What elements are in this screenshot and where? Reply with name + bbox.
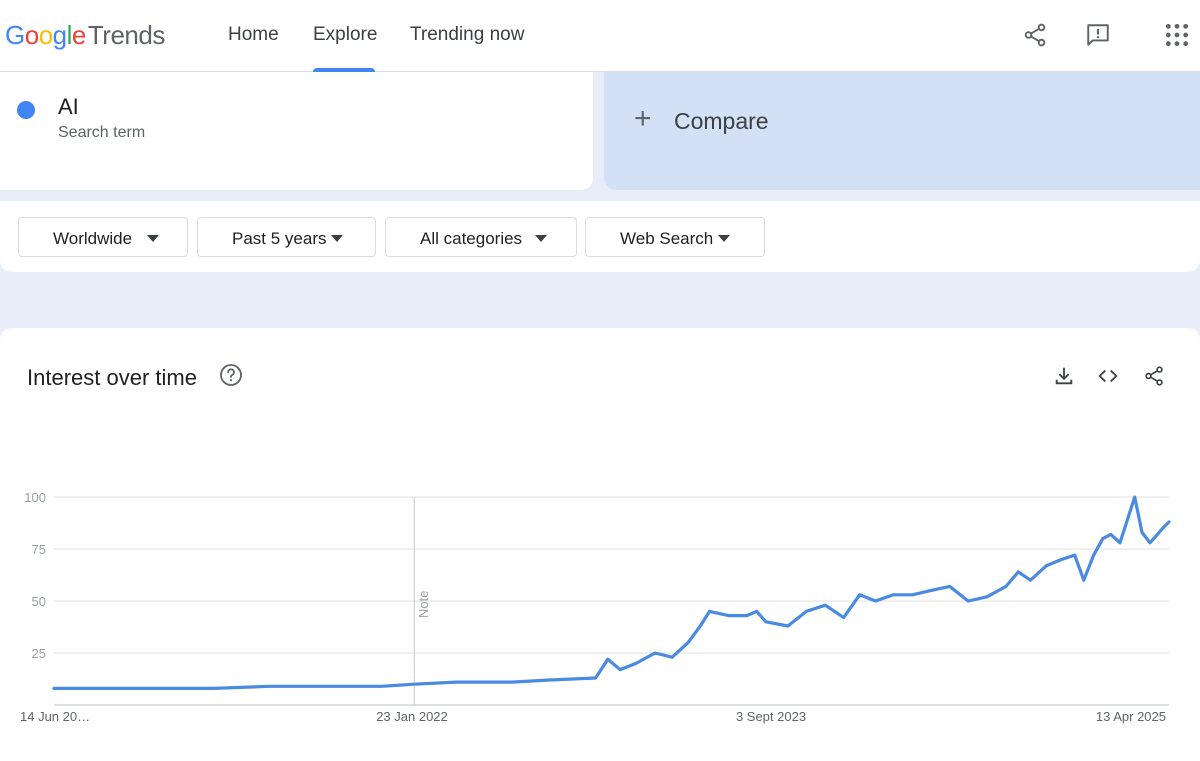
embed-code-icon[interactable] [1097, 365, 1119, 387]
card-title: Interest over time [27, 365, 197, 390]
caret-down-icon [331, 235, 343, 242]
compare-label: Compare [674, 108, 769, 134]
region-dropdown-label: Worldwide [53, 229, 133, 248]
tab-explore[interactable]: Explore [313, 24, 378, 72]
share-icon[interactable] [1143, 365, 1165, 387]
x-tick-label: 3 Sept 2023 [736, 709, 806, 724]
series-color-dot [17, 101, 35, 119]
search-term-name[interactable]: AI [58, 94, 79, 119]
active-tab-indicator [313, 68, 375, 72]
caret-down-icon [147, 235, 159, 242]
time-range-dropdown[interactable]: Past 5 years [197, 217, 376, 257]
logo-letter: e [71, 20, 86, 50]
google-trends-logo[interactable]: GoogleTrends [5, 20, 165, 51]
y-tick-label: 100 [24, 490, 46, 505]
logo-letter: l [66, 20, 73, 50]
search-type-dropdown-label: Web Search [620, 229, 714, 248]
x-tick-label: 14 Jun 20… [20, 709, 90, 724]
interest-over-time-chart: 25 50 75 100 Note 14 Jun 20… 23 Jan 2022 3 Sept… [20, 490, 1171, 724]
logo-letter: g [52, 20, 67, 50]
feedback-icon[interactable] [1085, 22, 1111, 48]
top-app-bar: GoogleTrends Home Explore Trending now [0, 0, 1200, 72]
series-line-ai [52, 495, 1171, 690]
logo-product-name: Trends [87, 20, 165, 50]
search-term-card[interactable] [0, 72, 593, 190]
apps-grid-icon[interactable] [1164, 22, 1190, 48]
x-tick-label: 23 Jan 2022 [376, 709, 448, 724]
compare-button[interactable] [604, 72, 1200, 190]
search-type-dropdown[interactable]: Web Search [585, 217, 765, 257]
caret-down-icon [718, 235, 730, 242]
tab-explore-label: Explore [313, 24, 378, 45]
category-dropdown[interactable]: All categories [385, 217, 577, 257]
tab-home-label: Home [228, 24, 279, 45]
x-tick-label: 13 Apr 2025 [1096, 709, 1166, 724]
download-icon[interactable] [1053, 365, 1075, 387]
logo-letter: G [5, 20, 25, 50]
y-tick-label: 75 [32, 542, 46, 557]
note-label: Note [416, 591, 431, 618]
share-icon[interactable] [1022, 22, 1048, 48]
tab-trending-now[interactable]: Trending now [410, 24, 524, 72]
plus-icon: + [634, 102, 652, 135]
category-dropdown-label: All categories [420, 229, 523, 248]
y-tick-label: 25 [32, 646, 46, 661]
caret-down-icon [535, 235, 547, 242]
tab-trending-now-label: Trending now [410, 24, 525, 45]
search-term-subtitle: Search term [58, 124, 146, 141]
logo-letter: o [38, 20, 53, 50]
logo-letter: o [24, 20, 39, 50]
region-dropdown[interactable]: Worldwide [18, 217, 188, 257]
help-icon[interactable] [219, 363, 243, 387]
tab-home[interactable]: Home [228, 24, 279, 72]
y-tick-label: 50 [32, 594, 46, 609]
time-range-dropdown-label: Past 5 years [232, 229, 327, 248]
